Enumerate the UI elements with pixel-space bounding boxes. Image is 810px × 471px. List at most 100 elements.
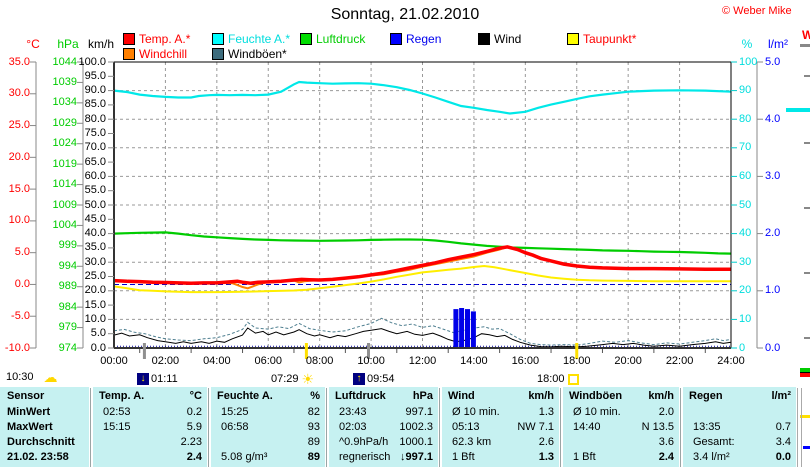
cell-value: 89 <box>307 436 320 448</box>
row-label: MinWert <box>7 406 51 418</box>
right-panel-tick <box>804 207 810 209</box>
axis-tick-label-lm2: 0.0 <box>765 341 781 354</box>
legend-label: Windböen* <box>228 47 287 61</box>
right-panel-tick <box>804 75 810 77</box>
right-panel-tick <box>804 337 810 339</box>
cell-value: 2.23 <box>180 436 202 448</box>
axis-tick-label-kmh: 75.0 <box>84 127 106 139</box>
axis-tick-label-hpa: 1044 <box>52 55 77 68</box>
rain-bar <box>470 311 476 347</box>
axis-tick-label-temp: 25.0 <box>8 119 30 132</box>
x-axis-label: 20:00 <box>614 355 642 367</box>
column-header: Windböen <box>569 390 623 402</box>
axis-tick-label-lm2: 2.0 <box>765 227 781 240</box>
axis-tick-label-pct: 30 <box>739 255 752 268</box>
table-separator <box>326 388 327 467</box>
column-header: Wind <box>448 390 475 402</box>
cell-text: 02:03 <box>339 421 367 433</box>
cell-value: 1.3 <box>538 451 554 463</box>
axis-tick-label-hpa: 1029 <box>52 116 77 129</box>
legend-item-regen: Regen <box>390 33 441 45</box>
legend-label: Wind <box>494 32 522 46</box>
cell-text: 5.08 g/m³ <box>221 451 268 463</box>
cell-text: regnerisch <box>339 451 391 463</box>
cell-value: 93 <box>307 421 320 433</box>
axis-tick-label-pct: 40 <box>739 227 752 240</box>
series-wind <box>113 327 732 348</box>
axis-tick-label-kmh: 95.0 <box>84 69 106 82</box>
legend-label: Regen <box>406 32 442 46</box>
right-panel-mini-icon-green <box>800 368 810 372</box>
cell-value: 0.7 <box>775 421 791 433</box>
x-axis-label: 02:00 <box>151 355 180 367</box>
copyright: © Weber Mike <box>722 5 792 17</box>
axis-tick-label-hpa: 1024 <box>52 137 77 150</box>
cell-value: 3.4 <box>775 436 791 448</box>
axis-tick-label-hpa: 1039 <box>52 75 77 88</box>
row-label: MaxWert <box>7 421 53 433</box>
axis-tick-label-lm2: 5.0 <box>765 55 781 68</box>
table-column-feuchte-a: Feuchte A.% 15:25 82 06:58 93 89 5.08 g/m³ 89 <box>211 387 325 467</box>
axis-tick-label-kmh: 40.0 <box>84 227 106 240</box>
column-unit: km/h <box>528 390 554 402</box>
astro-marker-moonset-icon: ↓ 01:11 <box>137 372 178 386</box>
x-axis-label: 08:00 <box>305 355 334 367</box>
cell-text: 02:53 <box>103 406 131 418</box>
row-label: Sensor <box>7 390 45 402</box>
cell-text: 06:58 <box>221 421 249 433</box>
cell-text: Gesamt: <box>693 436 735 448</box>
axis-tick-label-kmh: 30.0 <box>84 255 106 268</box>
axis-tick-label-temp: -5.0 <box>11 309 30 322</box>
cell-value: 82 <box>307 406 320 418</box>
axis-tick-label-kmh: 100.0 <box>78 55 106 68</box>
axis-tick-label-temp: 10.0 <box>8 214 30 227</box>
axis-tick-label-kmh: 25.0 <box>84 270 106 282</box>
row-label: 21.02. 23:58 <box>7 451 69 463</box>
table-separator <box>90 388 91 467</box>
right-panel-cyan-mark <box>786 108 810 112</box>
x-axis-label: 10:00 <box>357 355 385 367</box>
column-unit: % <box>310 390 320 402</box>
cell-text: Ø 10 min. <box>452 406 500 418</box>
astro-marker-sunrise-icon: 07:29 ☀ <box>271 372 314 386</box>
astro-marker-moonrise-icon: ↑ 09:54 <box>353 372 395 386</box>
table-column-wind: Wind km/h Ø 10 min. 1.3 05:13 NW 7.1 62.3 km 2.… <box>442 387 559 467</box>
right-panel-vline-2 <box>801 388 802 467</box>
legend-label: Windchill <box>139 47 188 61</box>
column-header: Regen <box>689 390 723 402</box>
axis-tick-label-kmh: 80.0 <box>84 112 106 125</box>
moonset-icon: ↓ <box>137 373 149 385</box>
column-unit: km/h <box>648 390 674 402</box>
legend-swatch-regen <box>390 33 402 45</box>
cell-text: 14:40 <box>573 421 601 433</box>
x-axis-label: 16:00 <box>511 355 540 367</box>
rain-bar <box>459 308 465 347</box>
cell-text: 05:13 <box>452 421 480 433</box>
table-separator <box>560 388 561 467</box>
axis-tick-label-hpa: 989 <box>58 280 77 293</box>
table-column-luftdruck: Luftdruck hPa 23:43 997.1 02:03 1002.3 ^0.9hPa… <box>329 387 438 467</box>
cell-value: 1002.3 <box>399 421 433 433</box>
cell-text: 1 Bft <box>573 451 596 463</box>
cell-text: 1 Bft <box>452 451 475 463</box>
cell-value: 89 <box>307 451 320 463</box>
axis-tick-label-hpa: 1019 <box>52 157 77 170</box>
axis-tick-label-kmh: 90.0 <box>84 84 106 97</box>
axis-tick-label-pct: 50 <box>739 198 752 211</box>
legend-item-temp-a: Temp. A.* <box>123 33 190 45</box>
legend-item-windb-en: Windböen* <box>212 48 287 60</box>
legend-swatch-feuchte-a <box>212 33 224 45</box>
cell-text: 13:35 <box>693 421 721 433</box>
sunset-icon <box>567 373 579 385</box>
sunrise-icon: ☀ <box>301 370 315 387</box>
axis-tick-label-kmh: 10.0 <box>84 312 106 325</box>
axis-tick-label-kmh: 5.0 <box>90 327 106 340</box>
axis-tick-label-kmh: 45.0 <box>84 212 106 225</box>
legend-swatch-windchill <box>123 48 135 60</box>
legend-label: Feuchte A.* <box>228 32 291 46</box>
column-unit: l/m² <box>771 390 791 402</box>
rain-bar <box>453 309 459 347</box>
right-panel-yellow-mark <box>800 415 810 418</box>
x-axis-label: 06:00 <box>254 355 283 367</box>
